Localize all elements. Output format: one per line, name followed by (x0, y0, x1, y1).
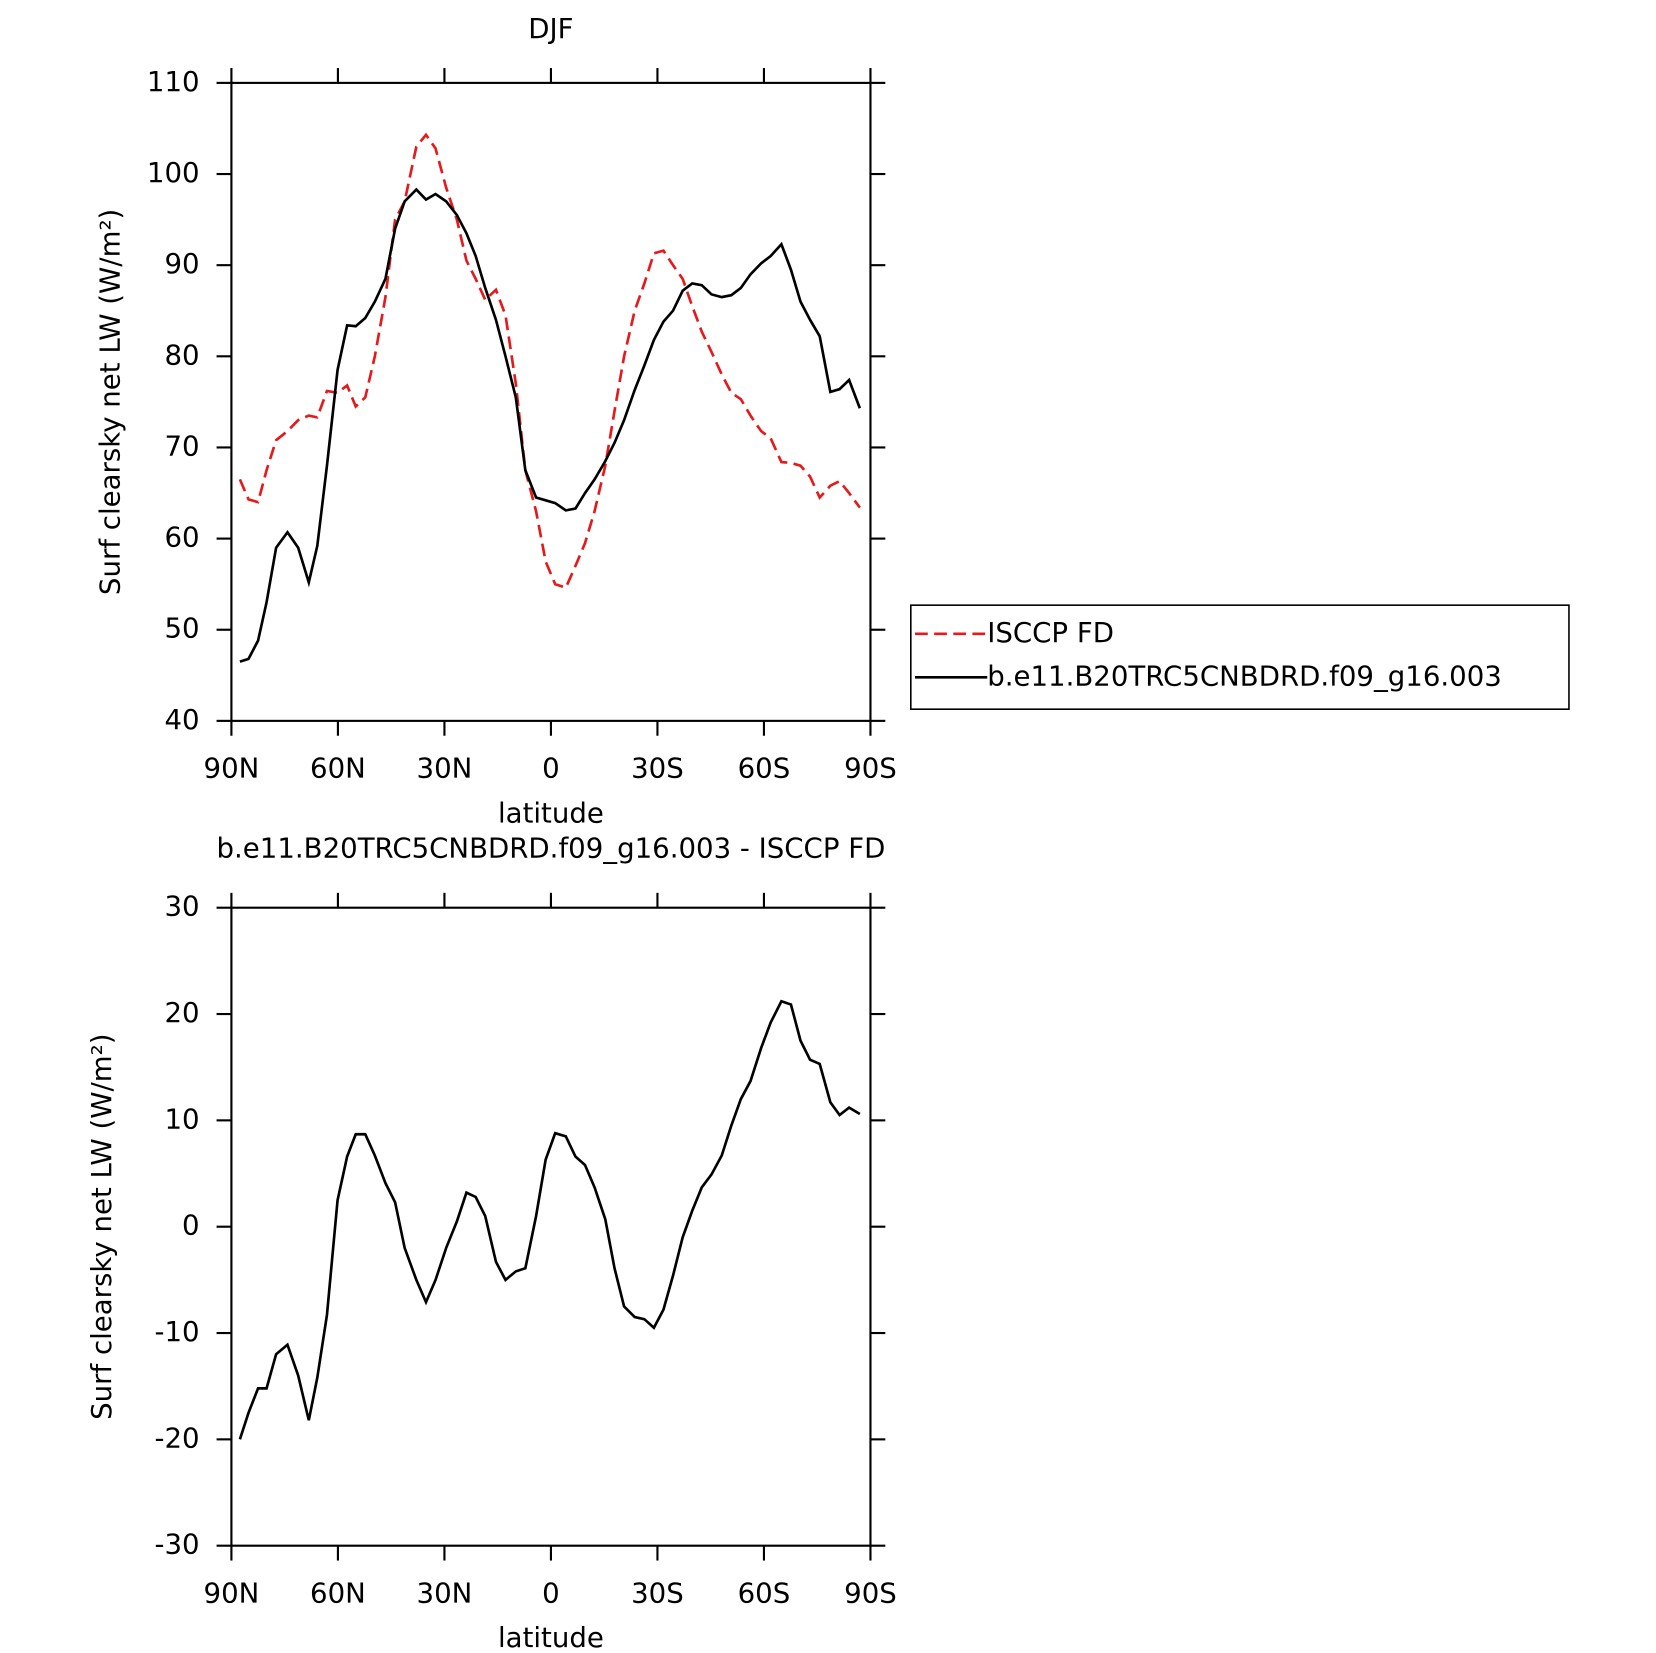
x-tick-label: 30S (631, 752, 684, 785)
chart-title: b.e11.B20TRC5CNBDRD.f09_g16.003 - ISCCP … (217, 831, 886, 864)
chart-title: DJF (528, 12, 573, 45)
plot-frame (230, 906, 872, 1547)
x-tick-label: 30N (417, 752, 473, 785)
x-tick-label: 60S (738, 1577, 791, 1610)
y-tick-label: 80 (164, 338, 199, 371)
x-tick-label: 90S (844, 752, 897, 785)
x-tick-label: 60N (310, 1577, 366, 1610)
data-line (238, 999, 861, 1440)
y-tick-label: 110 (147, 65, 200, 98)
y-tick-label: 30 (164, 890, 199, 923)
y-tick-label: 100 (147, 156, 200, 189)
x-tick-label: 30N (417, 1577, 473, 1610)
data-line (239, 187, 862, 663)
data-line (238, 132, 861, 590)
y-tick-label: 40 (164, 703, 199, 736)
x-tick-label: 90N (204, 1577, 260, 1610)
y-tick-label: 20 (164, 996, 199, 1029)
y-axis-label: Surf clearsky net LW (W/m²) (93, 209, 126, 595)
y-tick-label: 70 (164, 429, 199, 462)
x-tick-label: 60N (310, 752, 366, 785)
y-tick-label: -20 (154, 1421, 199, 1454)
y-tick-label: -10 (154, 1315, 199, 1348)
x-tick-label: 60S (738, 752, 791, 785)
y-tick-label: 10 (164, 1102, 199, 1135)
legend-label: ISCCP FD (987, 616, 1114, 649)
y-tick-label: 60 (164, 521, 199, 554)
x-axis-label: latitude (498, 796, 604, 829)
x-tick-label: 0 (542, 752, 560, 785)
legend-label: b.e11.B20TRC5CNBDRD.f09_g16.003 (987, 659, 1502, 692)
y-tick-label: 0 (182, 1209, 200, 1242)
y-tick-label: -30 (154, 1528, 199, 1561)
y-axis-label: Surf clearsky net LW (W/m²) (85, 1034, 118, 1420)
x-tick-label: 90N (204, 752, 260, 785)
y-tick-label: 90 (164, 247, 199, 280)
plot-frame (230, 81, 872, 722)
x-tick-label: 90S (844, 1577, 897, 1610)
y-tick-label: 50 (164, 612, 199, 645)
x-tick-label: 0 (542, 1577, 560, 1610)
legend-box (910, 604, 1570, 710)
x-tick-label: 30S (631, 1577, 684, 1610)
x-axis-label: latitude (498, 1621, 604, 1653)
